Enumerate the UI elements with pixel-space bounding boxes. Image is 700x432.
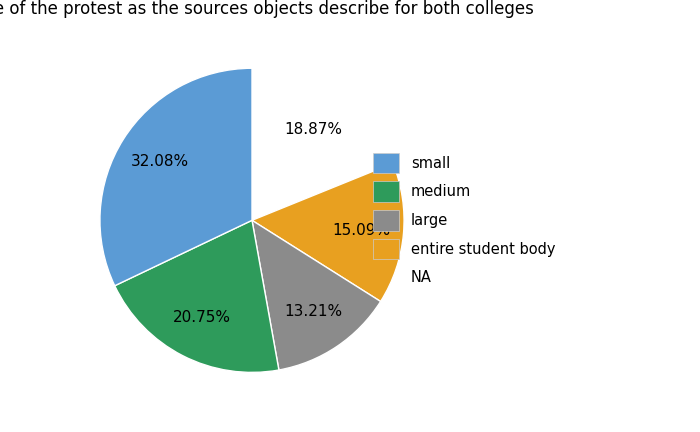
Legend: small, medium, large, entire student body, NA: small, medium, large, entire student bod… bbox=[365, 146, 563, 295]
Text: 15.09%: 15.09% bbox=[332, 222, 390, 238]
Wedge shape bbox=[115, 220, 279, 372]
Text: 13.21%: 13.21% bbox=[284, 304, 342, 319]
Wedge shape bbox=[252, 68, 393, 220]
Wedge shape bbox=[252, 163, 404, 302]
Text: 20.75%: 20.75% bbox=[173, 310, 231, 325]
Text: 18.87%: 18.87% bbox=[284, 122, 342, 137]
Text: 32.08%: 32.08% bbox=[130, 154, 188, 169]
Wedge shape bbox=[100, 68, 252, 286]
Wedge shape bbox=[252, 220, 381, 370]
Title: Size of the protest as the sources objects describe for both colleges: Size of the protest as the sources objec… bbox=[0, 0, 534, 18]
